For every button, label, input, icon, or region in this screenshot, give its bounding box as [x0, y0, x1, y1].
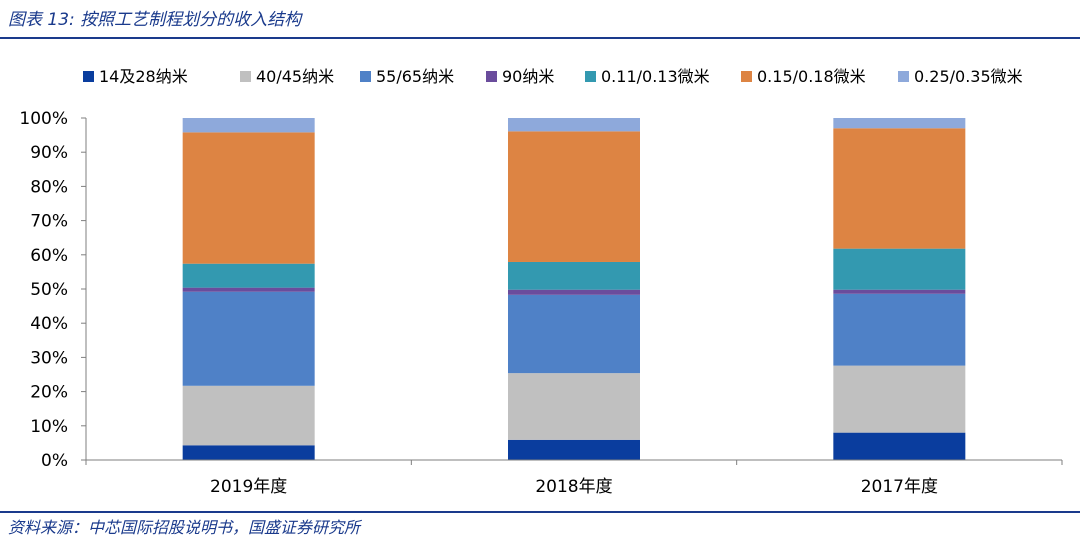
- bar-stack: [182, 118, 315, 460]
- y-tick-label: 30%: [30, 348, 68, 368]
- legend-swatch: [83, 71, 94, 82]
- bar-segment: [833, 118, 966, 129]
- legend-swatch: [240, 71, 251, 82]
- legend-label: 90纳米: [502, 67, 554, 86]
- y-tick-label: 80%: [30, 177, 68, 197]
- bar-segment: [508, 373, 640, 440]
- legend-label: 0.11/0.13微米: [601, 67, 710, 86]
- x-axis: 2019年度 2018年度 2017年度: [85, 459, 1063, 497]
- legend-label: 14及28纳米: [99, 67, 188, 86]
- bar-segment: [508, 131, 640, 262]
- x-tick-label: 2018年度: [535, 477, 612, 497]
- y-tick-label: 10%: [30, 417, 68, 437]
- bar-stack: [833, 118, 966, 460]
- bar-segment: [833, 289, 966, 294]
- bar-segment: [833, 128, 966, 249]
- legend-label: 0.15/0.18微米: [757, 67, 866, 86]
- stacked-bar-chart: 14及28纳米 40/45纳米 55/65纳米 90纳米 0.11/0.13微米 0.15…: [19, 67, 1063, 497]
- figure-title: 图表 13: 按照工艺制程划分的收入结构: [8, 10, 302, 30]
- y-tick-label: 40%: [30, 314, 68, 334]
- x-tick-label: 2017年度: [861, 477, 938, 497]
- bar-segment: [182, 132, 315, 264]
- legend-swatch: [585, 71, 596, 82]
- bar-segment: [508, 294, 640, 374]
- bar-segment: [182, 291, 315, 386]
- x-tick-label: 2019年度: [210, 477, 287, 497]
- legend-label: 40/45纳米: [256, 67, 334, 86]
- bar-segment: [182, 385, 315, 446]
- bar-segment: [508, 118, 640, 132]
- bar-segment: [182, 118, 315, 133]
- legend-swatch: [898, 71, 909, 82]
- y-tick-label: 0%: [41, 451, 68, 471]
- y-tick-label: 20%: [30, 383, 68, 403]
- y-tick-label: 90%: [30, 143, 68, 163]
- legend-swatch: [360, 71, 371, 82]
- bar-segment: [833, 248, 966, 290]
- bar-segment: [833, 293, 966, 366]
- bar-segment: [182, 445, 315, 460]
- bar-segment: [508, 261, 640, 290]
- chart-legend: 14及28纳米 40/45纳米 55/65纳米 90纳米 0.11/0.13微米 0.15…: [83, 67, 1023, 86]
- source-rule: [0, 511, 1080, 513]
- bar-stacks: [182, 118, 966, 460]
- bar-segment: [182, 263, 315, 288]
- bar-segment: [833, 432, 966, 460]
- legend-label: 0.25/0.35微米: [914, 67, 1023, 86]
- y-tick-label: 60%: [30, 246, 68, 266]
- legend-swatch: [486, 71, 497, 82]
- legend-swatch: [741, 71, 752, 82]
- y-tick-label: 100%: [19, 109, 68, 129]
- y-tick-label: 70%: [30, 212, 68, 232]
- figure-source: 资料来源：中芯国际招股说明书，国盛证券研究所: [8, 518, 361, 537]
- y-tick-label: 50%: [30, 280, 68, 300]
- bar-stack: [508, 118, 640, 460]
- bar-segment: [833, 365, 966, 433]
- bar-segment: [508, 439, 640, 460]
- bar-segment: [182, 287, 315, 292]
- bar-segment: [508, 289, 640, 295]
- y-axis: 0% 10% 20% 30% 40% 50% 60% 70% 80% 90% 100%: [19, 109, 87, 471]
- legend-label: 55/65纳米: [376, 67, 454, 86]
- title-rule: [0, 37, 1080, 39]
